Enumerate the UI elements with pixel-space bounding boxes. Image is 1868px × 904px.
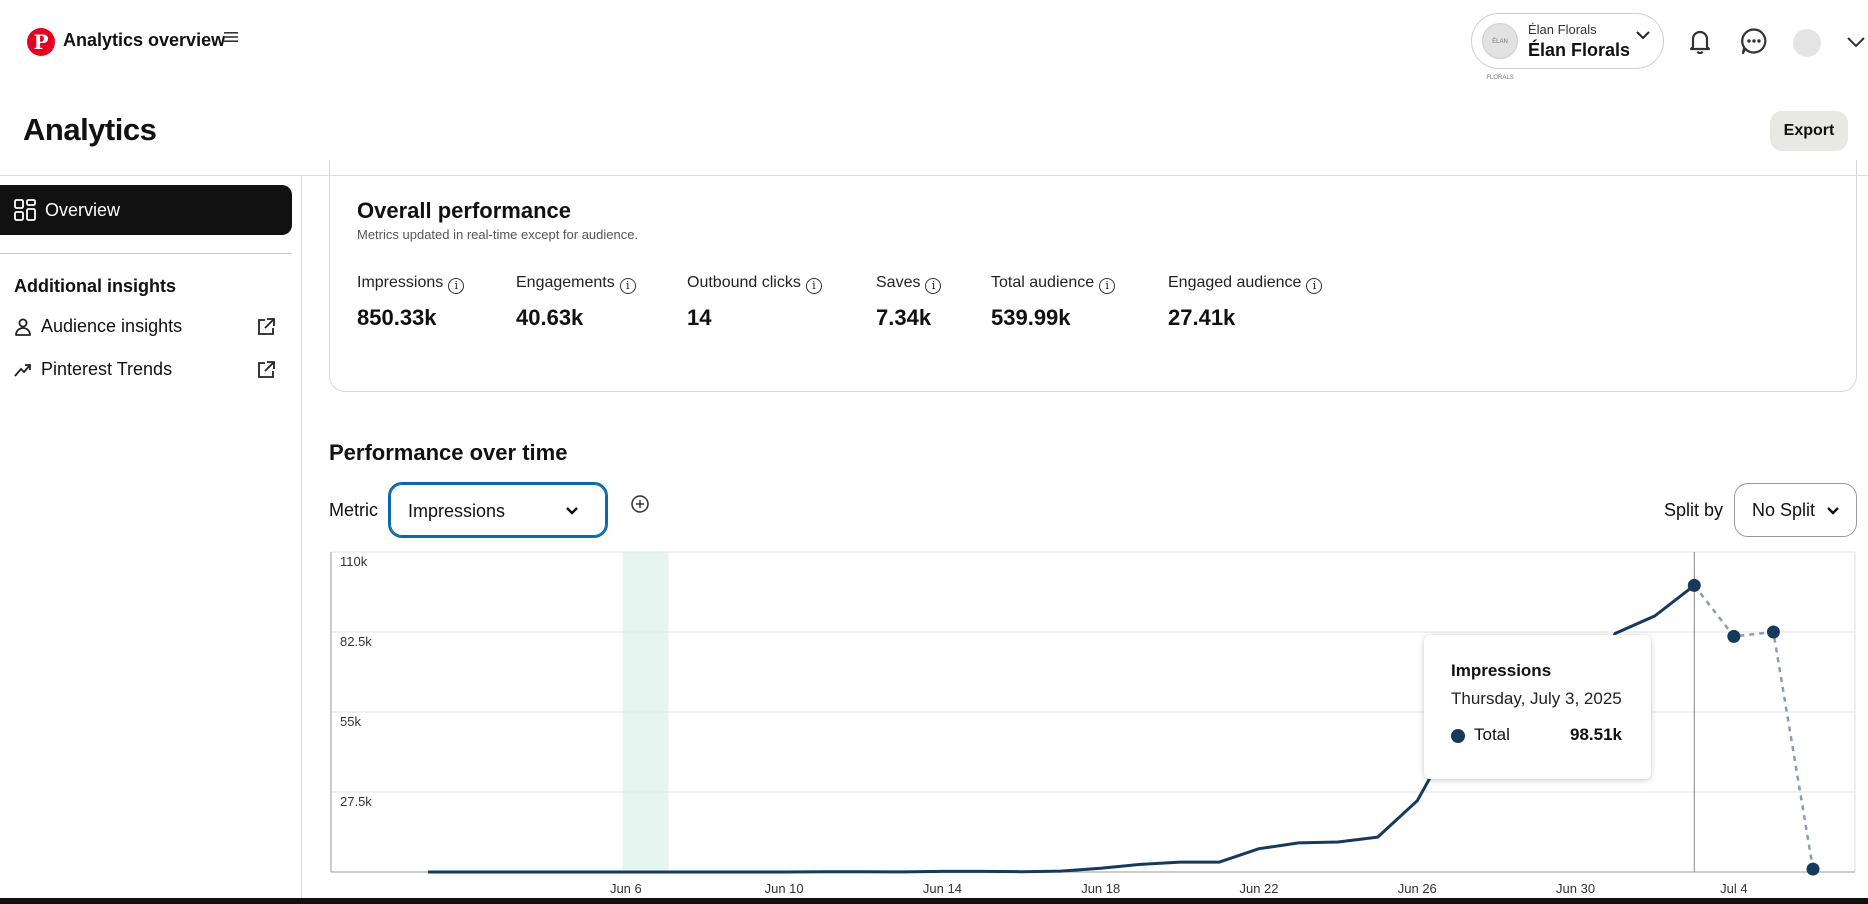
export-button[interactable]: Export (1770, 111, 1848, 151)
data-point (1727, 629, 1741, 643)
data-point (1766, 625, 1780, 639)
tooltip-series-value: 98.51k (1570, 725, 1622, 744)
x-tick-label: Jul 4 (1720, 881, 1747, 896)
sidebar-item-label: Overview (45, 200, 121, 220)
account-small-label: Élan Florals (1528, 22, 1597, 37)
metric-total-audience[interactable]: Total audience i 539.99k (991, 274, 1116, 331)
metric-engagements[interactable]: Engagements i 40.63k (516, 274, 636, 331)
metric-label: Engagements (516, 274, 615, 291)
add-metric-plus-icon[interactable] (630, 494, 650, 514)
account-avatar: ÉLAN FLORALS (1482, 23, 1518, 81)
split-by-label: Split by (1664, 500, 1724, 520)
trending-up-icon (14, 361, 32, 379)
data-point (1687, 578, 1701, 592)
metric-saves[interactable]: Saves i 7.34k (876, 274, 942, 331)
grid-layout-icon (14, 199, 36, 221)
sidebar-divider (301, 176, 302, 904)
tooltip-date: Thursday, July 3, 2025 (1451, 689, 1622, 708)
chart-tooltip: Impressions Thursday, July 3, 2025 Total… (1424, 635, 1651, 779)
account-switcher[interactable]: ÉLAN FLORALS Élan Florals Élan Florals (1471, 13, 1664, 81)
info-icon[interactable]: i (925, 278, 942, 294)
chevron-down-icon (1825, 504, 1841, 518)
x-tick-label: Jun 10 (765, 881, 804, 896)
account-name: Élan Florals (1528, 40, 1631, 60)
y-tick-label: 27.5k (340, 794, 372, 809)
page-title: Analytics (23, 112, 157, 147)
x-tick-label: Jun 6 (610, 881, 642, 896)
info-icon[interactable]: i (619, 278, 636, 294)
sidebar-item-overview[interactable]: Overview (0, 185, 292, 235)
sidebar-item-audience-insights[interactable]: Audience insights (14, 314, 280, 342)
split-by-value: No Split (1752, 500, 1816, 520)
metric-dropdown-value: Impressions (408, 501, 506, 521)
app-title: Analytics overview (63, 30, 226, 50)
overall-performance-card (329, 160, 1857, 392)
y-tick-label: 55k (340, 714, 361, 729)
person-icon (14, 318, 32, 336)
metric-impressions[interactable]: Impressions i 850.33k (357, 274, 465, 331)
metric-dropdown[interactable]: Impressions (388, 482, 608, 538)
y-tick-label: 82.5k (340, 634, 372, 649)
notifications-bell-icon[interactable] (1685, 26, 1715, 56)
taskbar-edge (0, 898, 1868, 904)
metric-label: Impressions (357, 274, 444, 291)
data-point (1806, 862, 1820, 876)
info-icon[interactable]: i (1306, 278, 1323, 294)
x-tick-label: Jun 14 (923, 881, 962, 896)
sidebar-section-divider (0, 253, 292, 254)
metric-label: Engaged audience (1168, 274, 1302, 291)
metric-value: 40.63k (516, 305, 584, 330)
sidebar-section-heading: Additional insights (14, 276, 176, 296)
metric-value: 27.41k (1168, 305, 1236, 330)
x-tick-label: Jun 30 (1556, 881, 1595, 896)
header-divider (0, 175, 1868, 176)
metric-label: Outbound clicks (687, 274, 801, 291)
x-tick-label: Jun 26 (1398, 881, 1437, 896)
overall-performance-subtitle: Metrics updated in real-time except for … (357, 227, 639, 242)
split-by-dropdown[interactable]: No Split (1734, 483, 1857, 537)
info-icon[interactable]: i (448, 278, 465, 294)
external-link-icon (256, 360, 276, 380)
performance-over-time-title: Performance over time (329, 440, 568, 465)
sidebar-item-pinterest-trends[interactable]: Pinterest Trends (14, 357, 280, 385)
info-icon[interactable]: i (1099, 278, 1116, 294)
tooltip-series-label: Total (1474, 725, 1510, 744)
external-link-icon (256, 317, 276, 337)
top-bar: P Analytics overview ÉLAN FLORALS Élan F… (0, 0, 1868, 82)
tooltip-title: Impressions (1451, 661, 1552, 680)
profile-avatar[interactable] (1793, 29, 1821, 57)
metric-value: 539.99k (991, 305, 1071, 330)
sidebar-item-label: Pinterest Trends (41, 359, 173, 379)
hamburger-menu-icon[interactable] (224, 30, 238, 48)
metric-engaged-audience[interactable]: Engaged audience i 27.41k (1168, 274, 1323, 331)
series-legend-dot (1451, 729, 1465, 743)
metric-value: 7.34k (876, 305, 932, 330)
pinterest-logo-icon[interactable]: P (27, 28, 55, 56)
metric-label: Saves (876, 274, 921, 291)
metric-outbound-clicks[interactable]: Outbound clicks i 14 (687, 274, 822, 331)
overall-performance-title: Overall performance (357, 198, 571, 223)
chevron-down-icon (564, 504, 580, 518)
info-icon[interactable]: i (805, 278, 822, 294)
y-tick-label: 110k (340, 554, 368, 569)
metric-value: 850.33k (357, 305, 437, 330)
messages-chat-icon[interactable] (1739, 26, 1769, 56)
x-tick-label: Jun 18 (1081, 881, 1120, 896)
x-tick-label: Jun 22 (1239, 881, 1278, 896)
metric-value: 14 (687, 305, 712, 330)
preliminary-series-line (1693, 584, 1815, 870)
sidebar-item-label: Audience insights (41, 316, 183, 336)
metric-select-label: Metric (329, 500, 378, 520)
metric-label: Total audience (991, 274, 1095, 291)
accounts-chevron-down-icon[interactable] (1846, 34, 1866, 50)
chevron-down-icon (1635, 28, 1651, 46)
